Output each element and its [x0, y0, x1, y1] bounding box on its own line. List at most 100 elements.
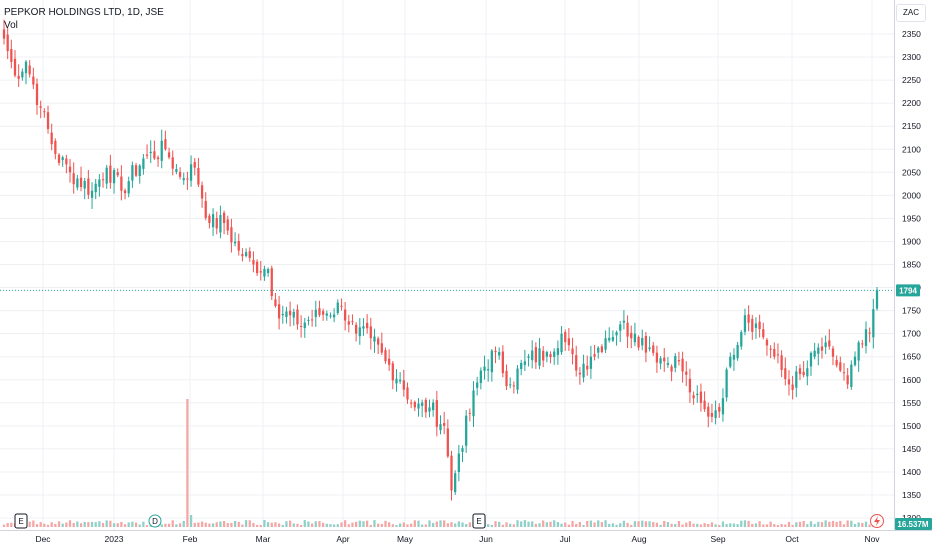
candle-body: [270, 268, 273, 297]
volume-bar: [747, 520, 750, 527]
candle-body: [450, 455, 453, 491]
earnings-marker: [14, 513, 28, 529]
candle-body: [472, 390, 475, 417]
volume-bar: [637, 521, 640, 527]
volume-bar: [512, 524, 515, 527]
symbol-title[interactable]: PEPKOR HOLDINGS LTD, 1D, JSE: [4, 7, 164, 18]
candle-body: [659, 358, 662, 364]
candle-body: [39, 106, 42, 108]
y-tick-label: 1700: [902, 329, 921, 339]
volume-bar: [79, 523, 83, 527]
volume-bar: [314, 521, 317, 527]
candle-body: [17, 75, 20, 79]
volume-bar: [61, 523, 64, 527]
volume-bar: [410, 523, 413, 527]
candle-body: [553, 351, 556, 357]
candle-body: [123, 190, 127, 194]
candle-body: [384, 350, 387, 362]
volume-label[interactable]: Vol: [4, 20, 18, 31]
candle-body: [575, 355, 578, 371]
event-marker-label: D: [152, 517, 158, 526]
candle-body: [542, 350, 545, 361]
candle-body: [740, 332, 743, 347]
candle-body: [193, 162, 196, 168]
y-tick-label: 2000: [902, 190, 921, 200]
candle-body: [156, 157, 160, 160]
volume-bar: [336, 524, 339, 527]
volume-bar: [806, 524, 809, 527]
volume-bar: [259, 524, 262, 527]
volume-bar: [758, 521, 761, 527]
currency-button[interactable]: ZAC: [896, 4, 926, 22]
candle-body: [736, 344, 739, 359]
candle-body: [586, 365, 589, 370]
volume-bar: [578, 521, 582, 527]
volume-bar: [457, 521, 460, 527]
volume-bar: [120, 521, 123, 527]
y-tick-label: 1900: [902, 236, 921, 246]
volume-bar: [487, 524, 490, 527]
candle-body: [46, 112, 50, 129]
volume-bar: [732, 523, 736, 527]
volume-bar: [50, 522, 53, 527]
volume-bar: [681, 524, 684, 527]
candle-body: [556, 348, 560, 355]
candle-body: [310, 319, 314, 321]
volume-bar: [450, 522, 453, 527]
volume-bar: [39, 522, 42, 527]
candle-body: [817, 347, 820, 354]
candle-body: [850, 364, 853, 387]
volume-bar: [435, 521, 438, 527]
candle-body: [200, 185, 204, 199]
volume-bar: [83, 521, 86, 527]
candle-body: [112, 170, 116, 184]
candle-body: [307, 319, 310, 321]
candle-body: [622, 320, 626, 323]
candle-body: [567, 338, 571, 346]
volume-bar: [222, 521, 226, 527]
candle-body: [321, 311, 325, 315]
candle-body: [237, 241, 240, 251]
candle-body: [538, 348, 541, 366]
candle-body: [417, 403, 420, 409]
candle-body: [288, 310, 292, 316]
candle-body: [380, 343, 383, 353]
volume-bar: [160, 524, 163, 527]
y-tick-label: 1650: [902, 352, 921, 362]
volume-bar: [131, 521, 134, 527]
candle-body: [765, 339, 769, 346]
candle-body: [582, 363, 585, 378]
volume-bar: [343, 520, 347, 527]
volume-bar: [754, 523, 758, 527]
volume-bar: [402, 522, 405, 527]
volume-bar: [586, 520, 589, 527]
volume-bar: [494, 521, 497, 527]
chart-legend: PEPKOR HOLDINGS LTD, 1D, JSE Vol: [4, 6, 164, 32]
volume-bar: [762, 524, 765, 527]
volume-bar: [340, 522, 343, 527]
dividend-marker: [148, 514, 162, 528]
volume-bar: [776, 524, 780, 527]
volume-bar: [820, 522, 824, 527]
volume-bar: [241, 524, 244, 527]
candle-body: [597, 347, 600, 353]
candle-body: [857, 342, 860, 361]
volume-bar: [784, 524, 787, 527]
volume-bar: [765, 524, 769, 527]
volume-bar: [740, 520, 743, 527]
volume-bar: [630, 524, 633, 527]
y-tick-label: 1550: [902, 398, 921, 408]
volume-bar: [655, 522, 659, 527]
volume-bar: [538, 523, 541, 527]
candle-body: [358, 327, 361, 337]
candle-body: [795, 371, 798, 388]
candle-body: [780, 355, 783, 370]
volume-bar: [567, 524, 571, 527]
candle-body: [325, 313, 328, 316]
volume-bar: [831, 520, 835, 527]
volume-bar: [354, 521, 358, 527]
candle-body: [127, 181, 130, 194]
